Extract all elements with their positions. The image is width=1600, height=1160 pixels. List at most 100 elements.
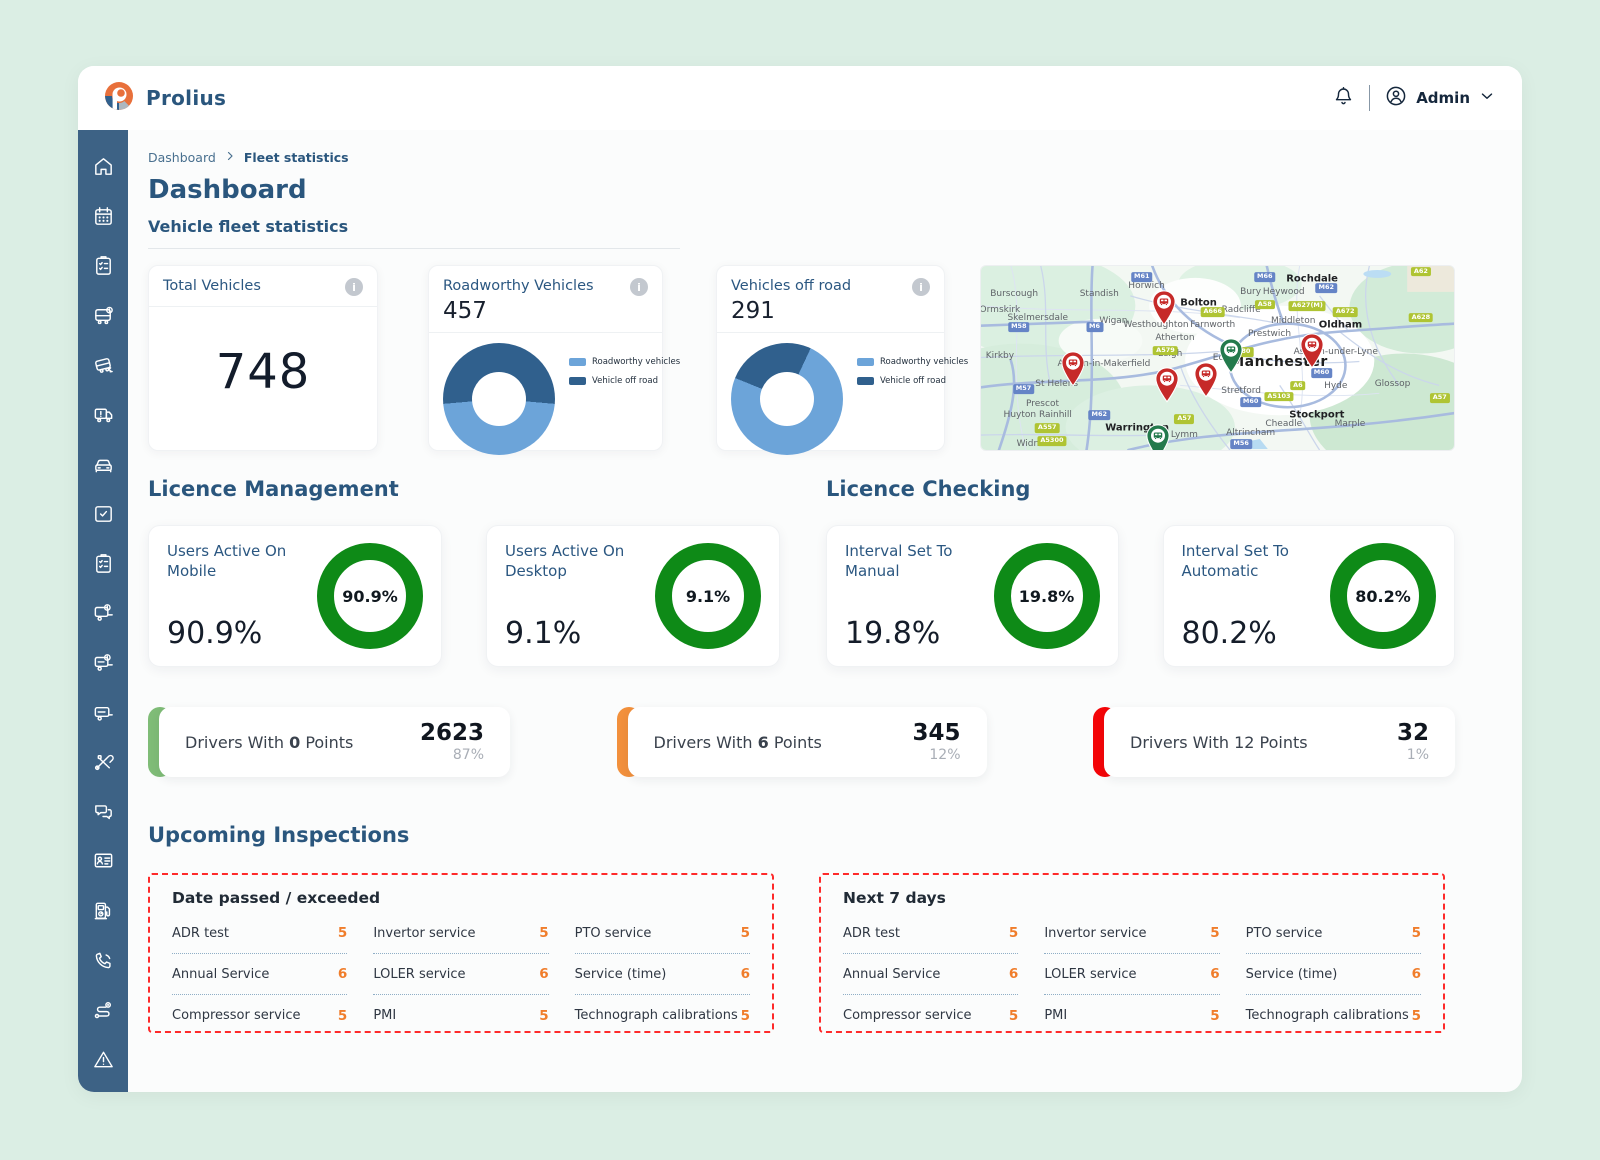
map-town-label: Huyton Rainhill bbox=[1004, 410, 1072, 420]
brand[interactable]: Prolius bbox=[102, 79, 226, 117]
sidebar-item-messages[interactable] bbox=[78, 787, 128, 837]
inspection-label: PMI bbox=[373, 1008, 396, 1023]
map-town-label: Altrincham bbox=[1226, 428, 1275, 438]
inspection-label: Annual Service bbox=[172, 967, 269, 982]
vehicle-alert-pin[interactable] bbox=[1299, 332, 1325, 368]
page-title: Dashboard bbox=[148, 175, 1455, 205]
sidebar-item-tools[interactable] bbox=[78, 737, 128, 787]
road-shield-badge: A672 bbox=[1333, 307, 1358, 317]
sidebar-item-fuel-pump[interactable] bbox=[78, 886, 128, 936]
offroad-title: Vehicles off road bbox=[731, 278, 851, 295]
driver-percent: 1% bbox=[1407, 747, 1429, 763]
inspection-count: 5 bbox=[1210, 1008, 1219, 1024]
inspection-item: LOLER service6 bbox=[373, 954, 548, 995]
map-town-label: Burscough bbox=[990, 289, 1038, 299]
gauge-label: 90.9% bbox=[342, 587, 398, 606]
top-header: Prolius Admin bbox=[78, 66, 1522, 130]
sidebar-item-warning[interactable] bbox=[78, 1034, 128, 1084]
card-title: Users Active OnMobile bbox=[167, 541, 286, 582]
map-town-label: Bury bbox=[1240, 287, 1261, 297]
inspection-count: 5 bbox=[1210, 925, 1219, 941]
inspection-count: 6 bbox=[539, 966, 548, 982]
driver-percent: 12% bbox=[929, 747, 960, 763]
inspection-item: LOLER service6 bbox=[1044, 954, 1219, 995]
page-subtitle: Vehicle fleet statistics bbox=[148, 217, 680, 249]
offroad-donut-chart bbox=[731, 343, 843, 455]
brand-name: Prolius bbox=[146, 86, 226, 110]
admin-label: Admin bbox=[1416, 89, 1470, 107]
info-icon[interactable]: i bbox=[630, 278, 648, 296]
legend-swatch-offroad bbox=[569, 377, 586, 385]
app-window: Prolius Admin bbox=[78, 66, 1522, 1092]
sidebar-item-vehicle-crash[interactable] bbox=[78, 340, 128, 390]
vehicle-alert-pin[interactable] bbox=[1151, 290, 1177, 326]
calendar-check-icon bbox=[92, 502, 115, 525]
inspection-label: ADR test bbox=[843, 926, 900, 941]
inspection-box-title: Next 7 days bbox=[843, 889, 1421, 907]
inspection-item: Invertor service5 bbox=[1044, 913, 1219, 954]
legend-swatch-roadworthy bbox=[569, 358, 586, 366]
total-vehicles-card: Total Vehicles i 748 bbox=[148, 265, 378, 451]
inspection-label: Technograph calibrations bbox=[1246, 1008, 1409, 1023]
road-shield-badge: M60 bbox=[1311, 368, 1333, 378]
sidebar-item-car[interactable] bbox=[78, 439, 128, 489]
fleet-map[interactable]: BurscoughOrmskirkSkelmersdaleStandishHor… bbox=[980, 265, 1455, 451]
inspection-label: Compressor service bbox=[843, 1008, 972, 1023]
legend-label: Vehicle off road bbox=[880, 376, 946, 386]
inspection-count: 5 bbox=[338, 925, 347, 941]
sidebar-item-phone[interactable] bbox=[78, 935, 128, 985]
drivers-12-points-card: Drivers With 12 Points 321% bbox=[1093, 707, 1455, 777]
vehicle-ok-pin[interactable] bbox=[1145, 424, 1171, 451]
inspection-label: PMI bbox=[1044, 1008, 1067, 1023]
sidebar-item-bus-alert[interactable] bbox=[78, 291, 128, 341]
sidebar-item-home[interactable] bbox=[78, 142, 128, 192]
inspection-label: Technograph calibrations bbox=[575, 1008, 738, 1023]
road-shield-badge: A666 bbox=[1200, 307, 1225, 317]
breadcrumb-current: Fleet statistics bbox=[244, 150, 349, 165]
card-title: Users Active OnDesktop bbox=[505, 541, 624, 582]
licence-checking-heading: Licence Checking bbox=[826, 477, 1455, 501]
admin-menu[interactable]: Admin bbox=[1384, 84, 1496, 112]
sidebar-item-truck-alert[interactable] bbox=[78, 390, 128, 440]
road-shield-badge: A627(M) bbox=[1289, 302, 1326, 312]
inspection-label: Invertor service bbox=[373, 926, 475, 941]
inspection-label: Service (time) bbox=[575, 967, 667, 982]
sidebar-item-calendar[interactable] bbox=[78, 192, 128, 242]
notification-bell-icon[interactable] bbox=[1332, 85, 1355, 112]
card-value: 9.1% bbox=[505, 616, 624, 651]
legend-label: Vehicle off road bbox=[592, 376, 658, 386]
legend-label: Roadworthy vehicles bbox=[880, 357, 968, 367]
vehicle-crash-icon bbox=[92, 354, 115, 377]
trailer-icon bbox=[92, 701, 115, 724]
main-content: Dashboard Fleet statistics Dashboard Veh… bbox=[128, 130, 1522, 1092]
sidebar-item-id-card[interactable] bbox=[78, 836, 128, 886]
vehicles-off-road-card: Vehicles off road i 291 Roadworthy vehic… bbox=[716, 265, 945, 451]
inspection-count: 6 bbox=[338, 966, 347, 982]
info-icon[interactable]: i bbox=[345, 278, 363, 296]
vehicle-alert-pin[interactable] bbox=[1154, 367, 1180, 403]
sidebar-item-inspection-clipboard[interactable] bbox=[78, 241, 128, 291]
sidebar-item-route[interactable] bbox=[78, 985, 128, 1035]
vehicle-alert-pin[interactable] bbox=[1060, 350, 1086, 386]
sidebar-item-checklist[interactable] bbox=[78, 539, 128, 589]
inspection-item: PTO service5 bbox=[1246, 913, 1421, 954]
sidebar-item-trailer[interactable] bbox=[78, 687, 128, 737]
sidebar-item-trailer-info[interactable] bbox=[78, 638, 128, 688]
legend-label: Roadworthy vehicles bbox=[592, 357, 680, 367]
breadcrumb-dashboard-link[interactable]: Dashboard bbox=[148, 150, 216, 165]
inspection-count: 5 bbox=[539, 925, 548, 941]
total-vehicles-value: 748 bbox=[149, 307, 377, 437]
inspection-clipboard-icon bbox=[92, 254, 115, 277]
sidebar-item-trailer-alert[interactable] bbox=[78, 588, 128, 638]
vehicle-ok-pin[interactable] bbox=[1218, 337, 1244, 373]
chart-legend: Roadworthy vehicles Vehicle off road bbox=[569, 357, 680, 386]
driver-points-label: Drivers With 12 Points bbox=[1130, 733, 1308, 752]
vehicle-alert-pin[interactable] bbox=[1193, 361, 1219, 397]
inspection-count: 5 bbox=[1009, 925, 1018, 941]
gauge-ring: 19.8% bbox=[994, 543, 1100, 649]
info-icon[interactable]: i bbox=[912, 278, 930, 296]
map-town-label: Middleton bbox=[1271, 316, 1315, 326]
inspection-count: 6 bbox=[1210, 966, 1219, 982]
sidebar-item-calendar-check[interactable] bbox=[78, 489, 128, 539]
map-town-label: Glossop bbox=[1375, 379, 1411, 389]
